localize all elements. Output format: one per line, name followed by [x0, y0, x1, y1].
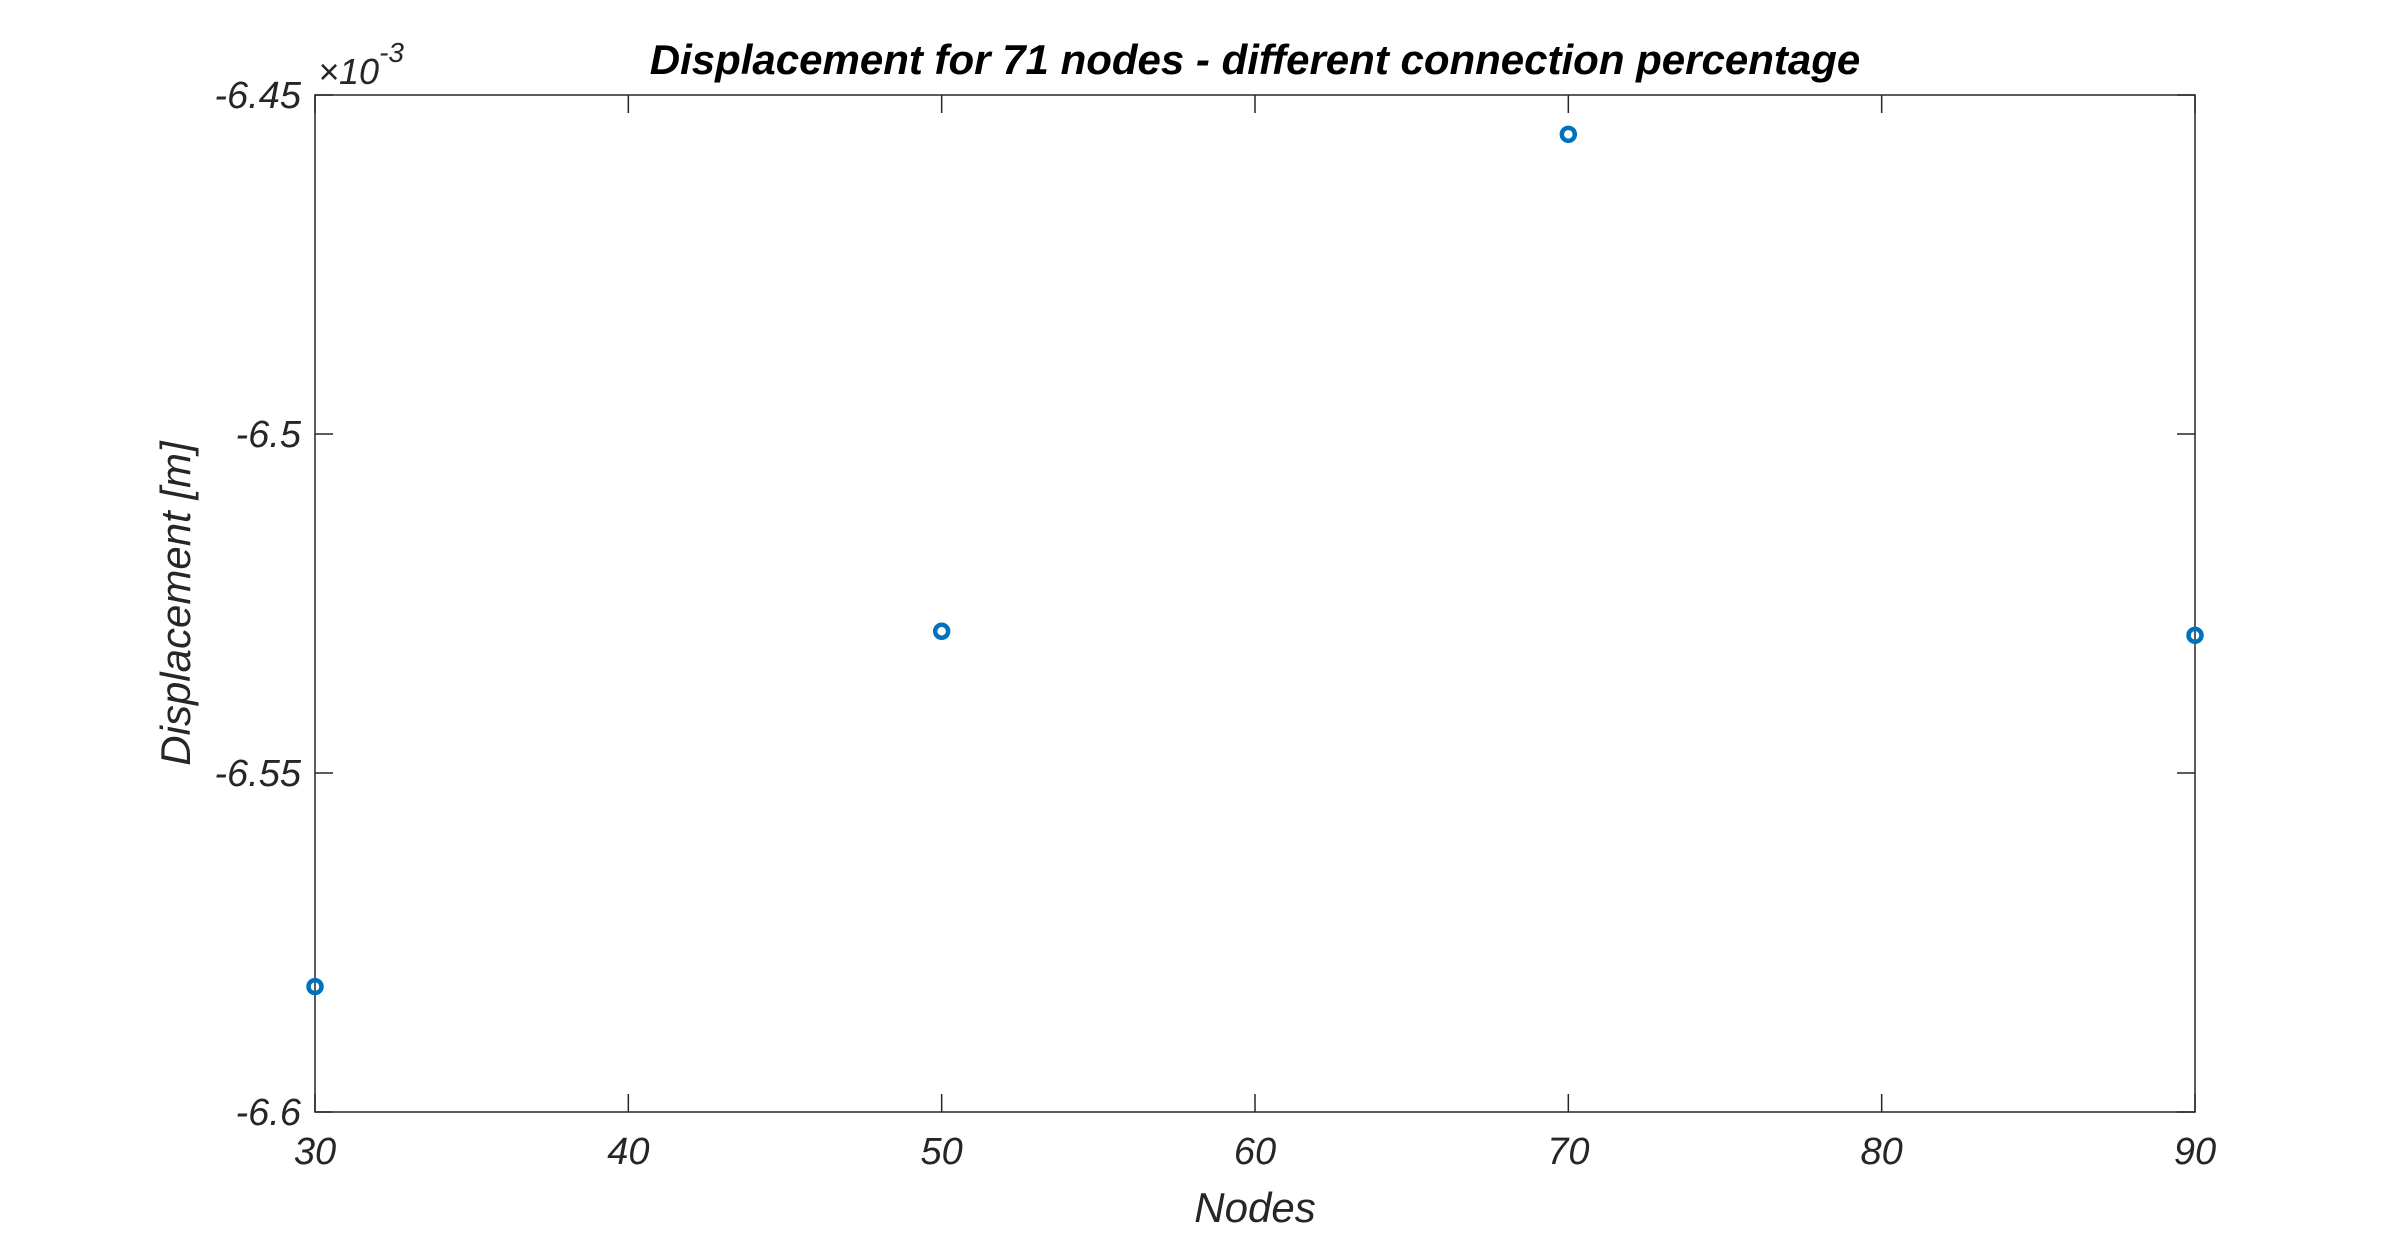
x-axis-title: Nodes [1194, 1184, 1315, 1231]
data-point [2186, 626, 2204, 645]
y-axis-title: Displacement [m] [152, 440, 199, 766]
chart-title: Displacement for 71 nodes - different co… [650, 36, 1861, 83]
y-axis-ticks: -6.6 -6.55 -6.5 -6.45 [214, 75, 2195, 1134]
axes-box [314, 94, 2196, 1113]
x-tick-label: 60 [1234, 1131, 1276, 1173]
x-tick-label: 90 [2174, 1131, 2216, 1173]
data-point [306, 977, 324, 996]
y-axis-exponent: ×10-3 [318, 37, 404, 92]
x-axis-ticks: 30 40 50 60 70 80 90 [294, 95, 2216, 1173]
data-series [306, 125, 2204, 996]
y-tick-label: -6.55 [214, 753, 301, 795]
x-tick-label: 70 [1547, 1131, 1589, 1173]
y-tick-label: -6.45 [214, 75, 301, 117]
y-tick-label: -6.5 [236, 414, 302, 456]
data-point [932, 622, 951, 641]
x-tick-label: 80 [1861, 1131, 1903, 1173]
plot-area [314, 94, 2196, 1113]
x-tick-label: 30 [294, 1131, 336, 1173]
data-point [1559, 125, 1578, 144]
y-axis-exponent-power: -3 [379, 37, 404, 68]
x-tick-label: 50 [921, 1131, 963, 1173]
y-tick-label: -6.6 [236, 1092, 302, 1134]
y-axis-exponent-base: ×10 [318, 51, 379, 92]
x-tick-label: 40 [607, 1131, 649, 1173]
